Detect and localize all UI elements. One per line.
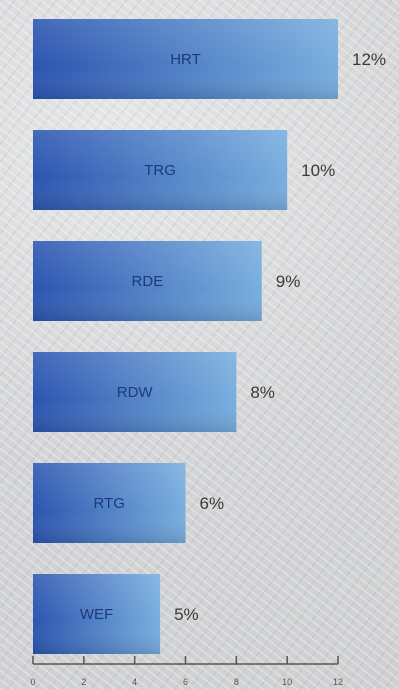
bar-value-label: 9% <box>276 272 301 291</box>
bar-shade <box>33 463 186 543</box>
bar-category-label: HRT <box>170 51 201 68</box>
bar-category-label: WEF <box>80 606 113 623</box>
bar-shade <box>33 352 237 432</box>
x-axis-tick-label: 4 <box>132 677 137 687</box>
bar-value-label: 6% <box>200 494 225 513</box>
bar-value-label: 8% <box>250 383 275 402</box>
bar-shade <box>33 574 161 654</box>
x-axis-tick-label: 12 <box>333 677 343 687</box>
bar-value-label: 10% <box>301 161 335 180</box>
bar-category-label: TRG <box>144 162 176 179</box>
bar-category-label: RTG <box>94 495 125 512</box>
bars-group: HRT 12% TRG 10% RDE 9% RDW 8% RTG 6% WEF 5% <box>33 19 386 654</box>
bar-value-label: 5% <box>174 605 199 624</box>
x-axis: 0 2 4 6 8 10 12 <box>30 656 343 687</box>
x-axis-tick-label: 6 <box>183 677 188 687</box>
x-axis-tick-label: 10 <box>282 677 292 687</box>
bar-shade <box>33 241 262 321</box>
bar-category-label: RDW <box>117 384 154 401</box>
x-axis-tick-label: 2 <box>81 677 86 687</box>
bar-category-label: RDE <box>132 273 164 290</box>
bar-value-label: 12% <box>352 50 386 69</box>
bar-shade <box>33 130 288 210</box>
bar-shade <box>33 19 338 99</box>
x-axis-tick-label: 0 <box>30 677 35 687</box>
x-axis-tick-label: 8 <box>234 677 239 687</box>
